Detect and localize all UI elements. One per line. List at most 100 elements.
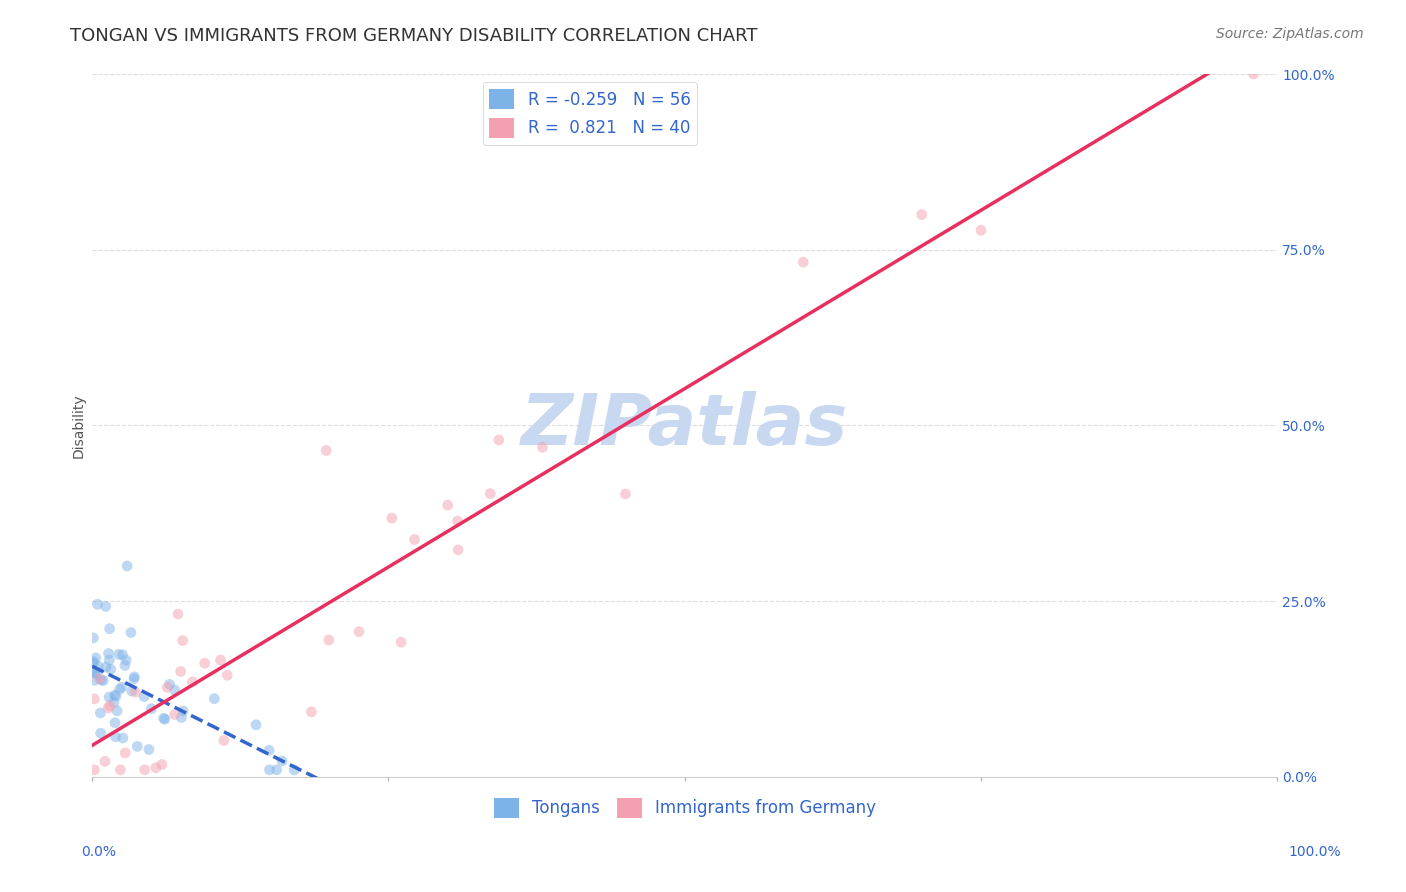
Point	[169, 665, 191, 679]
Point	[94, 755, 117, 769]
Point	[209, 653, 232, 667]
Point	[271, 754, 294, 768]
Point	[104, 688, 127, 702]
Point	[194, 657, 217, 671]
Point	[202, 691, 225, 706]
Point	[212, 733, 235, 747]
Point	[111, 648, 134, 662]
Point	[404, 533, 426, 547]
Point	[217, 668, 239, 682]
Point	[86, 667, 108, 681]
Point	[105, 704, 128, 718]
Point	[127, 739, 149, 754]
Point	[436, 498, 458, 512]
Point	[98, 653, 121, 667]
Point	[138, 742, 160, 756]
Point	[347, 624, 370, 639]
Point	[266, 763, 288, 777]
Point	[1243, 67, 1265, 81]
Point	[115, 653, 138, 667]
Point	[84, 665, 107, 679]
Point	[318, 632, 340, 647]
Point	[531, 440, 554, 454]
Point	[299, 705, 322, 719]
Point	[89, 672, 111, 686]
Point	[114, 746, 136, 760]
Point	[104, 715, 127, 730]
Point	[163, 707, 186, 722]
Point	[488, 433, 510, 447]
Point	[98, 690, 121, 705]
Point	[104, 730, 127, 744]
Point	[82, 655, 104, 669]
Point	[389, 635, 412, 649]
Point	[259, 763, 281, 777]
Point	[257, 743, 280, 757]
Point	[145, 761, 167, 775]
Point	[121, 684, 143, 698]
Point	[97, 701, 120, 715]
Y-axis label: Disability: Disability	[72, 393, 86, 458]
Point	[83, 692, 105, 706]
Point	[315, 443, 337, 458]
Point	[172, 704, 194, 718]
Point	[153, 712, 176, 726]
Point	[83, 763, 105, 777]
Point	[163, 683, 186, 698]
Point	[970, 223, 993, 237]
Point	[170, 710, 193, 724]
Point	[911, 208, 934, 222]
Legend: Tongans, Immigrants from Germany: Tongans, Immigrants from Germany	[486, 791, 883, 825]
Point	[98, 622, 121, 636]
Point	[245, 718, 267, 732]
Point	[446, 514, 468, 528]
Point	[124, 685, 146, 699]
Point	[614, 487, 637, 501]
Point	[86, 597, 108, 611]
Point	[83, 665, 105, 679]
Point	[94, 599, 117, 614]
Point	[100, 662, 122, 676]
Point	[283, 763, 305, 777]
Point	[111, 731, 134, 745]
Point	[120, 625, 142, 640]
Point	[91, 673, 114, 688]
Point	[90, 673, 112, 687]
Point	[134, 690, 156, 704]
Point	[181, 675, 204, 690]
Point	[89, 706, 111, 720]
Text: 100.0%: 100.0%	[1288, 846, 1341, 859]
Point	[124, 670, 146, 684]
Text: Source: ZipAtlas.com: Source: ZipAtlas.com	[1216, 27, 1364, 41]
Point	[103, 695, 125, 709]
Point	[94, 660, 117, 674]
Point	[82, 657, 104, 671]
Point	[792, 255, 814, 269]
Point	[110, 763, 132, 777]
Point	[108, 682, 131, 697]
Point	[111, 680, 134, 694]
Point	[141, 702, 163, 716]
Text: TONGAN VS IMMIGRANTS FROM GERMANY DISABILITY CORRELATION CHART: TONGAN VS IMMIGRANTS FROM GERMANY DISABI…	[70, 27, 758, 45]
Point	[150, 757, 173, 772]
Point	[134, 763, 156, 777]
Point	[167, 607, 190, 621]
Point	[97, 647, 120, 661]
Point	[82, 631, 104, 645]
Point	[122, 672, 145, 686]
Point	[114, 658, 136, 673]
Point	[156, 681, 179, 695]
Point	[83, 673, 105, 688]
Point	[98, 698, 121, 713]
Point	[90, 726, 112, 740]
Point	[107, 648, 129, 662]
Point	[159, 677, 181, 691]
Point	[87, 659, 110, 673]
Text: 0.0%: 0.0%	[82, 846, 115, 859]
Text: ZIPatlas: ZIPatlas	[522, 391, 848, 460]
Point	[115, 559, 138, 574]
Point	[479, 486, 502, 500]
Point	[104, 689, 127, 703]
Point	[84, 651, 107, 665]
Point	[152, 711, 174, 725]
